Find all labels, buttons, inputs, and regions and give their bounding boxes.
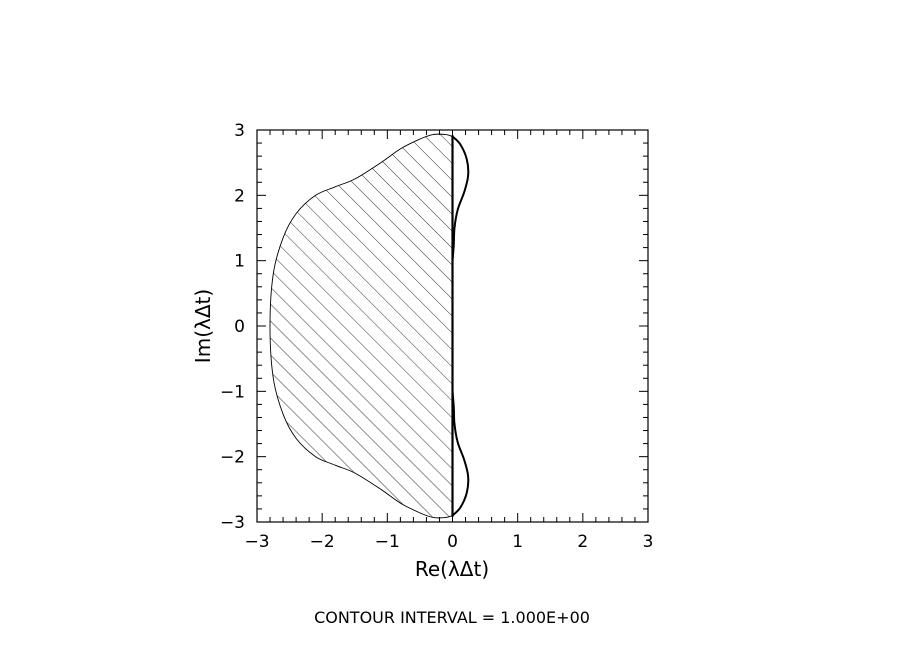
- upper-lobe-curve: [451, 135, 470, 261]
- y-tick-label: 3: [234, 121, 245, 141]
- hatched-stability-region: [270, 134, 453, 518]
- lower-lobe-curve: [451, 391, 470, 517]
- x-tick-label: −2: [310, 532, 335, 552]
- y-tick-label: 1: [234, 252, 245, 272]
- y-tick-labels: −3 −2 −1 0 1 2 3: [220, 121, 245, 533]
- y-tick-label: −3: [220, 513, 245, 533]
- y-axis-title: Im(λΔt): [191, 289, 215, 363]
- contour-interval-note: CONTOUR INTERVAL = 1.000E+00: [314, 608, 590, 627]
- y-tick-label: −1: [220, 382, 245, 402]
- y-tick-label: −2: [220, 448, 245, 468]
- boundary-curves: [269, 133, 470, 519]
- stability-boundary-curve: [269, 133, 453, 519]
- axis-ticks: [256, 129, 649, 523]
- x-axis-title: Re(λΔt): [415, 557, 489, 581]
- x-tick-label: −1: [375, 532, 400, 552]
- y-tick-label: 2: [234, 186, 245, 206]
- x-tick-label: 2: [577, 532, 588, 552]
- x-tick-labels: −3 −2 −1 0 1 2 3: [244, 532, 653, 552]
- x-tick-label: 0: [447, 532, 458, 552]
- y-tick-label: 0: [234, 317, 245, 337]
- x-tick-label: 3: [643, 532, 654, 552]
- stability-region-fill: [270, 134, 453, 518]
- x-tick-label: 1: [512, 532, 523, 552]
- x-tick-label: −3: [244, 532, 269, 552]
